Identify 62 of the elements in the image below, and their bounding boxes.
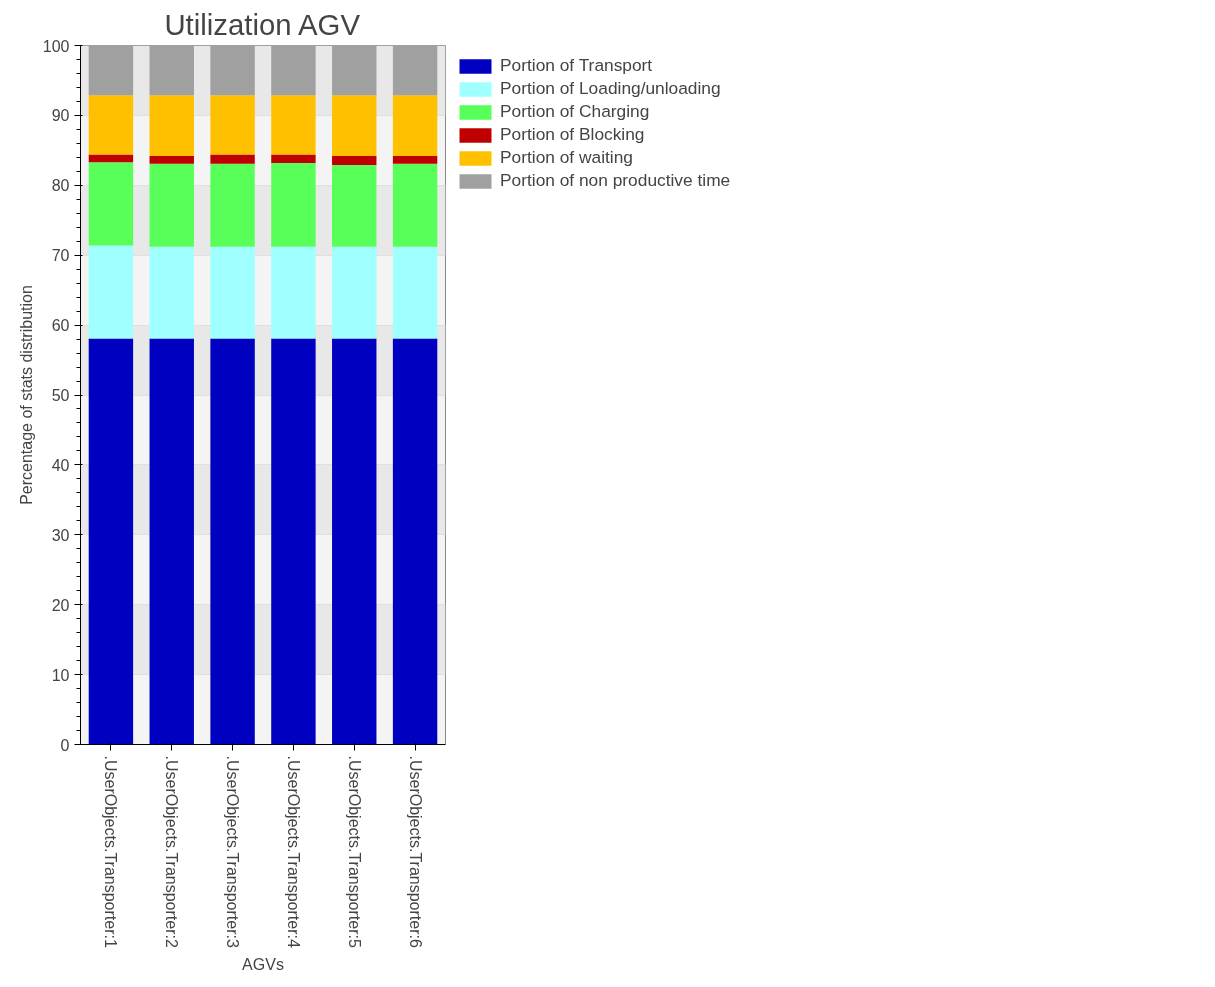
x-tick-label: .UserObjects.Transporter:3 bbox=[224, 755, 242, 948]
y-tick-label: 20 bbox=[51, 596, 70, 614]
bar bbox=[271, 338, 316, 745]
x-axis-title: AGVs bbox=[242, 955, 284, 973]
bar bbox=[88, 154, 134, 163]
y-axis-title: Percentage of stats distribution bbox=[17, 285, 35, 505]
y-tick-label: 90 bbox=[51, 107, 70, 125]
y-tick-label: 0 bbox=[60, 736, 70, 754]
x-tick-label: .UserObjects.Transporter:6 bbox=[406, 755, 424, 948]
bar bbox=[271, 45, 316, 96]
bar bbox=[88, 245, 134, 339]
bar bbox=[271, 154, 316, 163]
bar bbox=[210, 45, 255, 96]
bar bbox=[392, 163, 438, 247]
bar bbox=[149, 95, 194, 156]
legend-label: Portion of Charging bbox=[500, 101, 650, 122]
legend-label: Portion of Blocking bbox=[500, 124, 645, 145]
x-tick-label: .UserObjects.Transporter:4 bbox=[284, 755, 302, 948]
x-tick-label: .UserObjects.Transporter:5 bbox=[345, 755, 363, 948]
y-tick-label: 100 bbox=[42, 37, 70, 55]
bar bbox=[332, 246, 377, 339]
bar bbox=[392, 155, 438, 164]
bar bbox=[332, 45, 377, 96]
bar bbox=[88, 338, 134, 745]
y-tick-label: 30 bbox=[51, 526, 70, 544]
bar bbox=[210, 163, 255, 247]
legend-label: Portion of Loading/unloading bbox=[500, 78, 721, 99]
y-tick-label: 10 bbox=[51, 666, 70, 684]
bar bbox=[88, 45, 134, 96]
legend-label: Portion of non productive time bbox=[500, 170, 731, 191]
y-tick-label: 80 bbox=[51, 177, 70, 195]
bar bbox=[210, 246, 255, 339]
bar bbox=[392, 246, 438, 339]
x-tick-label: .UserObjects.Transporter:1 bbox=[102, 755, 120, 948]
bar bbox=[149, 163, 194, 247]
y-tick-label: 60 bbox=[51, 317, 70, 335]
bar bbox=[210, 338, 255, 745]
bar bbox=[149, 155, 194, 164]
bar bbox=[88, 95, 134, 155]
bar bbox=[332, 155, 377, 166]
bar bbox=[392, 95, 438, 156]
legend-label: Portion of waiting bbox=[500, 147, 633, 168]
bar bbox=[210, 154, 255, 164]
bar bbox=[271, 95, 316, 155]
bar bbox=[332, 165, 377, 247]
y-tick-label: 40 bbox=[51, 456, 70, 474]
bar bbox=[210, 95, 255, 155]
bar bbox=[392, 338, 438, 745]
bar bbox=[149, 246, 194, 339]
bar bbox=[271, 246, 316, 339]
bar bbox=[332, 95, 377, 156]
bar bbox=[392, 45, 438, 96]
chart-title: Utilization AGV bbox=[164, 7, 361, 41]
bar bbox=[149, 45, 194, 96]
bar bbox=[149, 338, 194, 745]
y-tick-label: 50 bbox=[51, 387, 70, 404]
bar bbox=[88, 162, 134, 246]
bar bbox=[271, 162, 316, 247]
bar bbox=[332, 338, 377, 745]
x-tick-label: .UserObjects.Transporter:2 bbox=[163, 755, 181, 948]
y-tick-label: 70 bbox=[51, 247, 70, 265]
legend-label: Portion of Transport bbox=[500, 55, 653, 76]
